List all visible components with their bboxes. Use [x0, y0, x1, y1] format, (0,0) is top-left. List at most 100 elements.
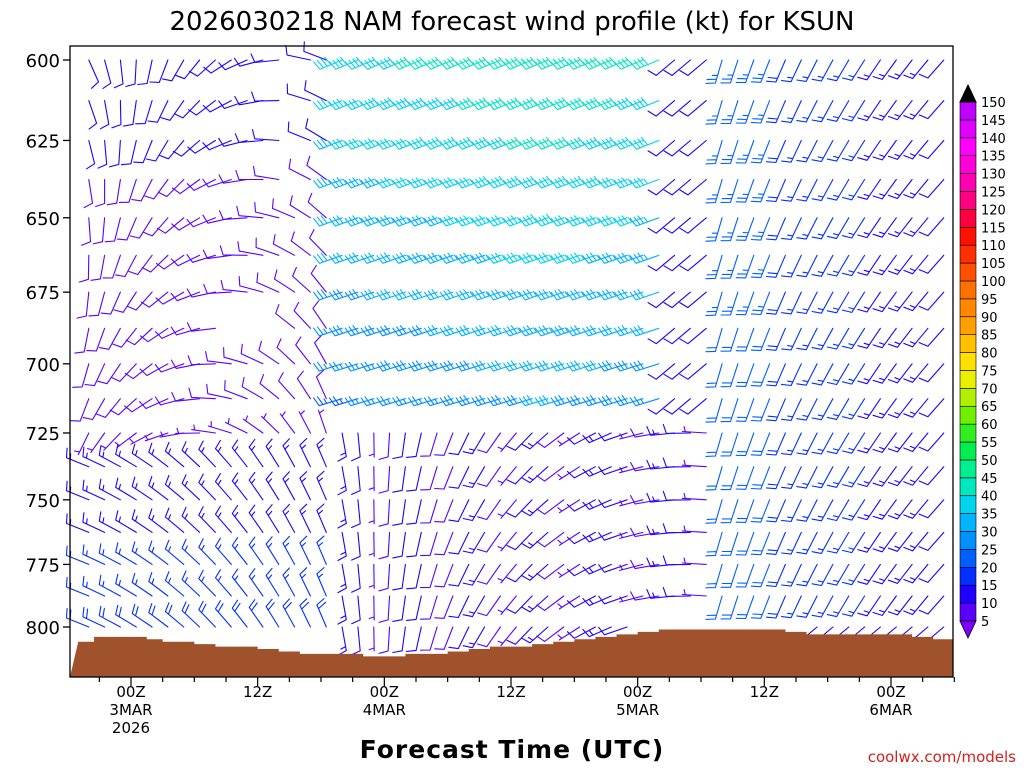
wind-barb [368, 466, 375, 492]
wind-barb [735, 100, 755, 124]
wind-barb [144, 432, 169, 442]
wind-barb [285, 45, 311, 61]
wind-barb [705, 595, 723, 620]
wind-barb [251, 129, 280, 142]
colorbar-segment [959, 173, 977, 192]
wind-barb [148, 475, 169, 501]
wind-barb [826, 595, 850, 618]
wind-barb [126, 291, 153, 311]
wind-barb [857, 363, 881, 385]
wind-barb [351, 563, 361, 593]
wind-barb [328, 325, 359, 337]
wind-barb [170, 254, 201, 267]
colorbar-label: 45 [981, 472, 998, 487]
wind-barb [408, 136, 438, 150]
wind-barb [566, 563, 596, 577]
wind-barb [647, 217, 676, 234]
wind-barb [487, 325, 517, 337]
wind-barb [521, 626, 549, 644]
wind-barb [187, 139, 216, 154]
wind-barb [248, 568, 264, 597]
wind-barb [115, 444, 137, 468]
wind-barb [88, 59, 100, 89]
wind-barb [781, 563, 802, 587]
wind-barb [299, 535, 311, 565]
colorbar-label: 70 [981, 382, 998, 397]
wind-barb [158, 139, 185, 160]
wind-barb [250, 53, 280, 64]
wind-barb [123, 100, 137, 127]
wind-barb [598, 252, 628, 264]
wind-barb [351, 531, 361, 561]
wind-barb [92, 217, 106, 245]
wind-barb [198, 538, 216, 565]
wind-barb [248, 536, 264, 565]
wind-barb [278, 372, 296, 400]
wind-barb [487, 360, 517, 372]
wind-barb [705, 254, 723, 280]
wind-barb [131, 603, 153, 628]
wind-barb [613, 252, 644, 264]
wind-barb [550, 136, 581, 150]
wind-barb [811, 499, 834, 522]
wind-barb [420, 531, 438, 557]
wind-barb [841, 139, 866, 162]
wind-barb [170, 291, 201, 302]
wind-barb [133, 139, 153, 164]
wind-barb [238, 275, 264, 293]
colorbar-label: 25 [981, 543, 998, 558]
colorbar-segment [959, 584, 977, 604]
wind-barb [566, 175, 596, 189]
wind-barb [202, 249, 232, 260]
colorbar-label: 145 [981, 114, 1006, 129]
wind-barb [613, 289, 644, 301]
wind-barb [299, 437, 311, 468]
wind-barb [841, 291, 866, 313]
wind-barb [796, 139, 818, 163]
wind-barb [298, 410, 311, 434]
wind-barb [328, 138, 359, 150]
wind-barb [129, 217, 153, 239]
wind-barb [857, 178, 881, 200]
wind-barb [872, 531, 897, 553]
wind-barb [903, 363, 929, 383]
wind-barb [720, 254, 739, 279]
wind-barb [497, 563, 517, 584]
wind-barb [115, 254, 137, 278]
wind-barb [282, 598, 296, 628]
wind-barb [420, 466, 438, 491]
wind-barb [95, 398, 121, 418]
wind-barb [663, 100, 691, 117]
wind-barb [826, 139, 850, 162]
colorbar-label: 90 [981, 311, 998, 326]
wind-barb [506, 499, 533, 518]
wind-barb [477, 499, 501, 521]
y-tick-label: 725 [26, 424, 60, 445]
wind-barb [765, 178, 786, 203]
wind-barb [705, 327, 723, 353]
wind-barb [87, 432, 106, 454]
wind-barb [74, 327, 90, 354]
wind-barb [106, 178, 121, 206]
wind-barb [796, 363, 818, 386]
wind-barb [282, 535, 296, 565]
wind-barb [186, 254, 216, 263]
wind-barb [765, 466, 786, 490]
wind-barb [872, 466, 897, 487]
x-axis-label: Forecast Time (UTC) [360, 735, 665, 764]
wind-barb [360, 215, 391, 227]
wind-barb [487, 175, 517, 189]
wind-barb [613, 97, 644, 111]
wind-barb [720, 139, 739, 164]
colorbar-segment [959, 459, 977, 479]
wind-barb [376, 177, 406, 189]
wind-barb [265, 504, 280, 533]
wind-barb [344, 56, 375, 70]
y-axis: 600 625 650 675 700 725 750 775 800 [26, 51, 70, 639]
wind-barb [630, 461, 660, 472]
wind-barb [439, 56, 470, 70]
wind-barb [765, 217, 786, 241]
wind-barb [487, 252, 517, 264]
wind-barb [282, 503, 296, 533]
wind-barb [160, 100, 185, 121]
